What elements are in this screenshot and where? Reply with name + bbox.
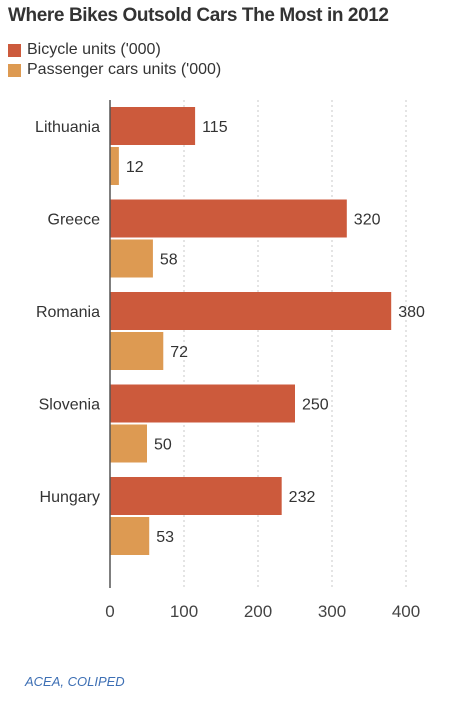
x-tick-label: 200 bbox=[244, 602, 272, 621]
legend: Bicycle units ('000) Passenger cars unit… bbox=[8, 40, 221, 80]
bicycle-bar bbox=[110, 107, 196, 145]
category-label: Greece bbox=[48, 212, 101, 229]
x-tick-label: 400 bbox=[392, 602, 420, 621]
data-label: 12 bbox=[126, 159, 144, 176]
source-note: ACEA, COLIPED bbox=[25, 674, 125, 689]
bicycle-bar bbox=[110, 384, 295, 423]
cars-bar bbox=[110, 147, 119, 185]
bicycle-bar bbox=[110, 199, 347, 238]
cars-bar bbox=[110, 239, 153, 278]
cars-bar bbox=[110, 517, 150, 555]
legend-item-bicycle: Bicycle units ('000) bbox=[8, 40, 221, 60]
x-tick-label: 100 bbox=[170, 602, 198, 621]
x-tick-label: 300 bbox=[318, 602, 346, 621]
cars-bar bbox=[110, 332, 164, 370]
bicycle-bar bbox=[110, 477, 282, 515]
data-label: 250 bbox=[302, 397, 329, 414]
category-label: Hungary bbox=[40, 489, 100, 506]
chart-title: Where Bikes Outsold Cars The Most in 201… bbox=[8, 5, 389, 26]
category-label: Lithuania bbox=[35, 119, 100, 136]
data-label: 72 bbox=[170, 344, 188, 361]
data-label: 53 bbox=[156, 529, 174, 546]
legend-label-bicycle: Bicycle units ('000) bbox=[27, 41, 161, 58]
legend-swatch-cars bbox=[8, 63, 21, 77]
cars-bar bbox=[110, 424, 147, 463]
x-tick-label: 0 bbox=[105, 602, 114, 621]
data-label: 50 bbox=[154, 437, 172, 454]
category-label: Slovenia bbox=[39, 397, 100, 414]
category-label: Romania bbox=[36, 304, 100, 321]
legend-label-cars: Passenger cars units ('000) bbox=[27, 61, 222, 78]
data-label: 115 bbox=[202, 119, 228, 136]
data-label: 232 bbox=[289, 489, 316, 506]
legend-swatch-bicycle bbox=[8, 43, 21, 57]
data-label: 320 bbox=[354, 212, 381, 229]
bicycle-bar bbox=[110, 292, 392, 330]
legend-item-cars: Passenger cars units ('000) bbox=[8, 60, 221, 80]
data-label: 58 bbox=[160, 252, 178, 269]
data-label: 380 bbox=[398, 304, 425, 321]
